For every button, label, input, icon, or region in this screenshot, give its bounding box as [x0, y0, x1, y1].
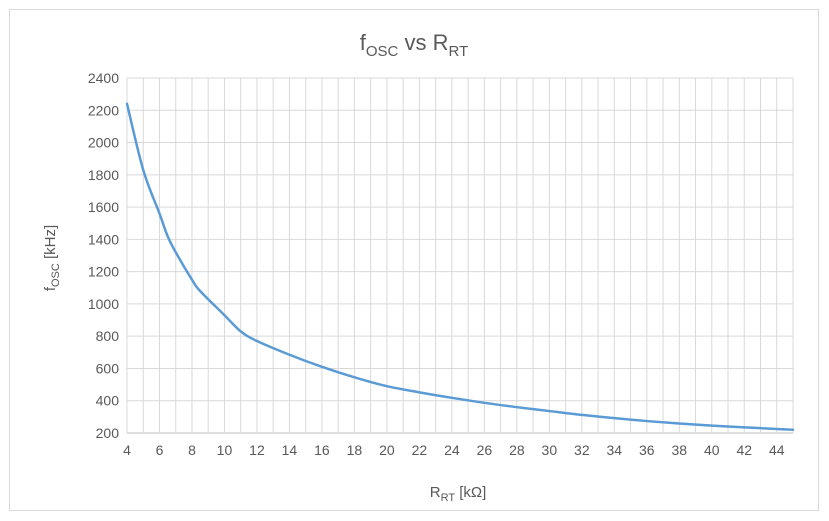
x-axis-label: RRT [kΩ] — [430, 484, 487, 504]
x-tick-label: 30 — [542, 442, 558, 458]
y-tick-label: 200 — [96, 425, 120, 441]
chart-title: fOSC vs RRT — [360, 30, 469, 60]
x-tick-label: 26 — [477, 442, 493, 458]
x-tick-label: 32 — [574, 442, 590, 458]
x-tick-label: 18 — [347, 442, 363, 458]
x-tick-label: 22 — [412, 442, 428, 458]
y-tick-label: 1800 — [88, 167, 119, 183]
y-axis-label: fOSC [kHz] — [42, 225, 62, 291]
x-tick-label: 4 — [123, 442, 131, 458]
x-tick-label: 38 — [672, 442, 688, 458]
y-tick-labels: 200 400 600 800 1000 1200 1400 1600 1800 2000 2200… — [88, 70, 119, 441]
x-tick-labels: 4 6 8 10 12 14 16 18 20 22 24 26 28 30 32 34 36 38 40 42 44 — [123, 442, 785, 458]
x-tick-label: 24 — [444, 442, 460, 458]
x-tick-label: 40 — [704, 442, 720, 458]
y-tick-label: 1400 — [88, 231, 119, 247]
x-tick-label: 14 — [282, 442, 298, 458]
x-tick-label: 6 — [156, 442, 164, 458]
series-line — [125, 102, 795, 432]
chart-frame — [9, 9, 819, 511]
x-tick-label: 42 — [736, 442, 752, 458]
y-tick-label: 2400 — [88, 70, 119, 86]
y-tick-label: 400 — [96, 393, 120, 409]
x-tick-label: 12 — [249, 442, 265, 458]
y-tick-label: 1000 — [88, 296, 119, 312]
y-tick-label: 2000 — [88, 135, 119, 151]
y-tick-label: 1200 — [88, 264, 119, 280]
x-tick-label: 36 — [639, 442, 655, 458]
x-tick-label: 28 — [509, 442, 525, 458]
y-tick-label: 600 — [96, 360, 120, 376]
x-tick-label: 44 — [769, 442, 785, 458]
x-tick-label: 16 — [314, 442, 330, 458]
y-tick-label: 2200 — [88, 102, 119, 118]
y-tick-label: 800 — [96, 328, 120, 344]
y-tick-label: 1600 — [88, 199, 119, 215]
x-tick-label: 8 — [188, 442, 196, 458]
x-tick-label: 34 — [607, 442, 623, 458]
x-tick-label: 20 — [379, 442, 395, 458]
grid — [126, 77, 794, 434]
x-tick-label: 10 — [217, 442, 233, 458]
